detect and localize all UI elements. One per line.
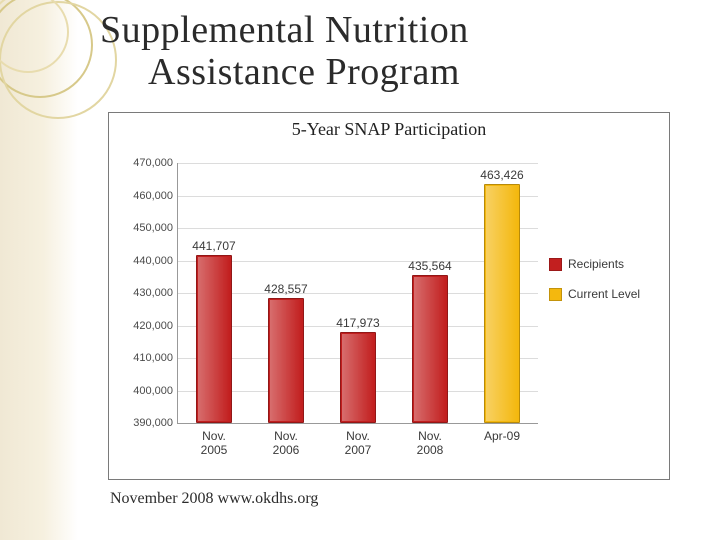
bar [268, 298, 304, 423]
y-tick-label: 420,000 [119, 320, 173, 332]
bar [196, 255, 232, 423]
legend-swatch-current-level [549, 288, 562, 301]
y-tick-label: 440,000 [119, 255, 173, 267]
y-tick-label: 450,000 [119, 222, 173, 234]
data-label: 417,973 [336, 316, 379, 332]
legend-item-current-level: Current Level [549, 287, 640, 301]
x-tick-label: Nov.2007 [345, 423, 372, 458]
title-line-1: Supplemental Nutrition [100, 10, 660, 52]
x-tick-label: Nov.2008 [417, 423, 444, 458]
y-tick-label: 430,000 [119, 287, 173, 299]
data-label: 441,707 [192, 239, 235, 255]
y-tick-label: 410,000 [119, 352, 173, 364]
legend-item-recipients: Recipients [549, 257, 640, 271]
chart-title: 5-Year SNAP Participation [109, 113, 669, 142]
chart-container: 5-Year SNAP Participation 390,000 400,000… [108, 112, 670, 480]
bar [340, 332, 376, 423]
plot-wrap: 390,000 400,000 410,000 420,000 430,000 440,0… [119, 147, 659, 469]
slide: Supplemental Nutrition Assistance Progra… [0, 0, 720, 540]
title-line-2: Assistance Program [100, 52, 660, 94]
bar [412, 275, 448, 423]
data-label: 463,426 [480, 168, 523, 184]
legend-label-current-level: Current Level [568, 287, 640, 301]
y-tick-label: 400,000 [119, 385, 173, 397]
bar [484, 184, 520, 423]
y-tick-label: 470,000 [119, 157, 173, 169]
plot-area: 441,707Nov.2005428,557Nov.2006417,973Nov… [177, 163, 538, 424]
data-label: 428,557 [264, 282, 307, 298]
legend-swatch-recipients [549, 258, 562, 271]
data-label: 435,564 [408, 259, 451, 275]
footer-text: November 2008 www.okdhs.org [110, 490, 318, 508]
legend-label-recipients: Recipients [568, 257, 624, 271]
x-tick-label: Apr-09 [484, 423, 520, 443]
x-tick-label: Nov.2006 [273, 423, 300, 458]
slide-title: Supplemental Nutrition Assistance Progra… [100, 10, 660, 94]
grid-line [178, 163, 538, 164]
legend: Recipients Current Level [549, 257, 640, 317]
y-tick-label: 390,000 [119, 417, 173, 429]
x-tick-label: Nov.2005 [201, 423, 228, 458]
y-tick-label: 460,000 [119, 190, 173, 202]
